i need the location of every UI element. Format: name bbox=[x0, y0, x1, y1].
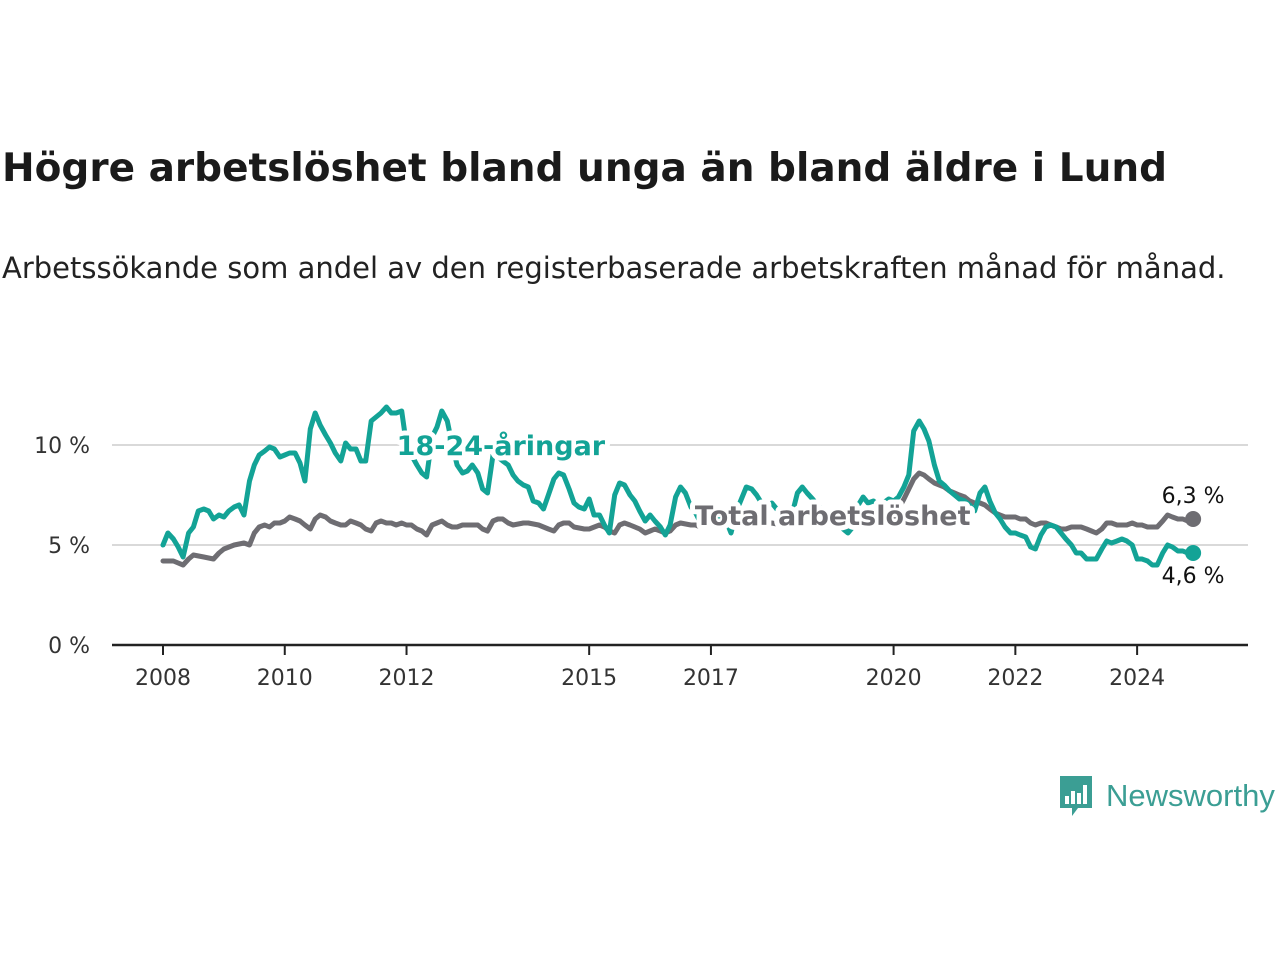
y-tick-label: 5 % bbox=[48, 534, 90, 559]
newsworthy-logo-icon bbox=[1060, 776, 1092, 816]
x-tick-label: 2015 bbox=[561, 666, 617, 691]
y-tick-label: 0 % bbox=[48, 634, 90, 659]
x-tick-label: 2008 bbox=[135, 666, 191, 691]
end-marker-total bbox=[1185, 511, 1202, 527]
x-axis: 2008 2010 2012 2015 2017 2020 2022 2024 bbox=[112, 643, 1248, 691]
series-label-youth: 18-24-åringar bbox=[397, 430, 606, 462]
series-lines bbox=[160, 404, 1202, 568]
y-axis-ticks: 0 % 5 % 10 % bbox=[34, 434, 90, 659]
x-tick-label: 2024 bbox=[1109, 666, 1165, 691]
x-tick-label: 2010 bbox=[257, 666, 313, 691]
x-tick-label: 2012 bbox=[379, 666, 435, 691]
series-labels: 4,6 % 6,3 % 18-24-åringar Total arbetslöshe… bbox=[392, 425, 1225, 589]
end-label-total: 6,3 % bbox=[1162, 484, 1225, 509]
gridlines bbox=[112, 444, 1248, 546]
end-marker-youth bbox=[1185, 545, 1202, 561]
series-label-total: Total arbetslöshet bbox=[695, 501, 971, 532]
series-line-youth bbox=[160, 404, 1196, 568]
x-tick-label: 2020 bbox=[866, 666, 922, 691]
y-tick-label: 10 % bbox=[34, 434, 90, 459]
chart-subtitle: Arbetssökande som andel av den registerb… bbox=[2, 251, 1226, 285]
x-tick-label: 2017 bbox=[683, 666, 739, 691]
chart-title: Högre arbetslöshet bland unga än bland ä… bbox=[2, 146, 1168, 191]
brand-name: Newsworthy bbox=[1106, 778, 1275, 813]
newsworthy-logo: Newsworthy bbox=[1058, 774, 1275, 818]
x-tick-label: 2022 bbox=[987, 666, 1043, 691]
end-label-youth: 4,6 % bbox=[1162, 564, 1225, 589]
